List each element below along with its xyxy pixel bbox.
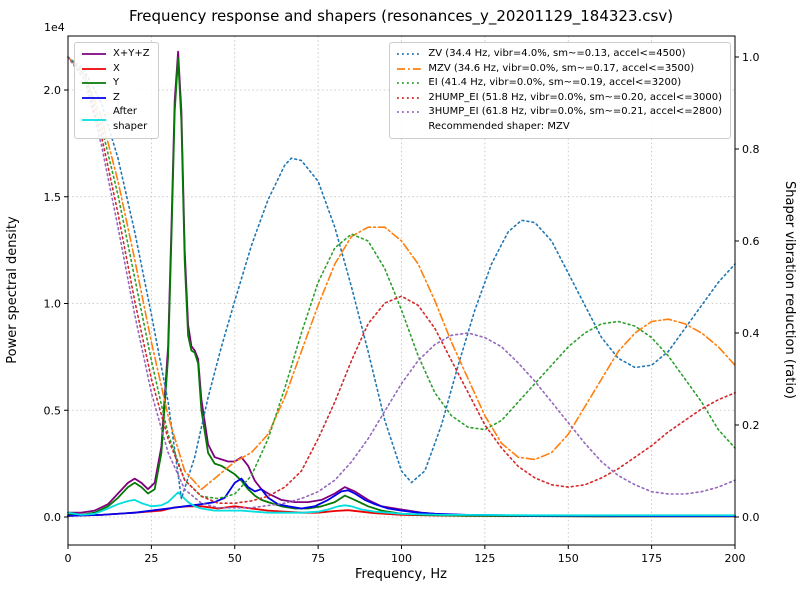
- x-tick-label: 125: [474, 552, 495, 565]
- shaper-legend: ZV (34.4 Hz, vibr=4.0%, sm~=0.13, accel<…: [389, 42, 731, 139]
- y-right-tick-label: 0.0: [742, 511, 760, 524]
- curve-3hump-ei: [67, 56, 736, 509]
- solid-line-swatch: [81, 64, 107, 74]
- x-tick-label: 50: [228, 552, 242, 565]
- legend-line-sample: [82, 67, 106, 70]
- x-tick-label: 25: [144, 552, 158, 565]
- dotted-line-swatch: [396, 93, 422, 103]
- solid-line-swatch: [81, 78, 107, 88]
- legend-entry-zv: ZV (34.4 Hz, vibr=4.0%, sm~=0.13, accel<…: [396, 47, 722, 62]
- x-tick-label: 75: [311, 552, 325, 565]
- legend-label: Z: [113, 91, 120, 103]
- x-tick-label: 175: [641, 552, 662, 565]
- tick-labels: 0 25 50 75 100 125 150 175 200 0.0 0.5 1.0 1.5 2.0 0.0…: [44, 51, 760, 565]
- y-right-tick-label: 0.6: [742, 235, 760, 248]
- legend-label: ZV (34.4 Hz, vibr=4.0%, sm~=0.13, accel<…: [428, 48, 686, 59]
- legend-label: Y: [113, 77, 120, 88]
- legend-entry-y: Y: [81, 76, 150, 91]
- x-axis-label: Frequency, Hz: [355, 567, 447, 582]
- legend-line-sample: [82, 53, 106, 56]
- chart-title: Frequency response and shapers (resonanc…: [129, 7, 673, 26]
- y-left-tick-label: 1.5: [44, 191, 62, 204]
- legend-entry-xyz: X+Y+Z: [81, 47, 150, 62]
- legend-label: 3HUMP_EI (61.8 Hz, vibr=0.0%, sm~=0.21, …: [428, 106, 722, 117]
- y-right-tick-label: 0.8: [742, 143, 760, 156]
- curve-z: [67, 477, 736, 517]
- legend-label: EI (41.4 Hz, vibr=0.0%, sm~=0.19, accel<…: [428, 77, 682, 88]
- curve-after-shaper: [67, 491, 736, 517]
- legend-entry-x: X: [81, 62, 150, 77]
- legend-line-sample: [397, 67, 422, 70]
- psd-legend: X+Y+Z X Y Z After shaper: [74, 42, 159, 139]
- legend-label: X+Y+Z: [113, 48, 150, 59]
- curves: [67, 50, 736, 518]
- legend-entry-z: Z: [81, 91, 150, 106]
- y-right-tick-label: 0.4: [742, 327, 760, 340]
- legend-line-sample: [397, 53, 422, 56]
- x-tick-label: 200: [725, 552, 746, 565]
- legend-entry-ei: EI (41.4 Hz, vibr=0.0%, sm~=0.19, accel<…: [396, 76, 722, 91]
- y-left-tick-label: 2.0: [44, 84, 62, 97]
- dotted-line-swatch: [396, 49, 422, 59]
- curve-mzv: [67, 56, 736, 491]
- legend-line-sample: [397, 111, 422, 114]
- y-axis-right-label: Shaper vibration reduction (ratio): [782, 181, 797, 399]
- legend-entry-2hump-ei: 2HUMP_EI (51.8 Hz, vibr=0.0%, sm~=0.20, …: [396, 91, 722, 106]
- dotted-line-swatch: [396, 107, 422, 117]
- y-left-tick-label: 1.0: [44, 298, 62, 311]
- y-axis-offset-text: 1e4: [44, 21, 65, 34]
- legend-label: Recommended shaper: MZV: [428, 120, 570, 132]
- y-right-tick-label: 1.0: [742, 51, 760, 64]
- solid-line-swatch: [81, 93, 107, 103]
- y-right-tick-label: 0.2: [742, 419, 760, 432]
- legend-line-sample: [397, 96, 422, 99]
- y-axis-left-label: Power spectral density: [5, 216, 20, 364]
- legend-line-sample: [397, 82, 422, 85]
- solid-line-swatch: [81, 115, 107, 125]
- solid-line-swatch: [81, 49, 107, 59]
- legend-label: X: [113, 62, 120, 74]
- legend-line-sample: [82, 118, 106, 121]
- legend-label: MZV (34.6 Hz, vibr=0.0%, sm~=0.17, accel…: [428, 62, 695, 74]
- x-tick-label: 100: [391, 552, 412, 565]
- curve-y: [67, 57, 736, 518]
- legend-entry-mzv: MZV (34.6 Hz, vibr=0.0%, sm~=0.17, accel…: [396, 62, 722, 77]
- legend-entry-recommendation: Recommended shaper: MZV: [396, 120, 722, 135]
- legend-line-sample: [82, 82, 106, 85]
- x-tick-label: 150: [558, 552, 579, 565]
- legend-label: After shaper: [113, 106, 148, 132]
- curve-zv: [67, 56, 736, 500]
- legend-line-sample: [82, 96, 106, 99]
- dashdot-line-swatch: [396, 64, 422, 74]
- legend-entry-3hump-ei: 3HUMP_EI (61.8 Hz, vibr=0.0%, sm~=0.21, …: [396, 105, 722, 120]
- y-left-tick-label: 0.5: [44, 404, 62, 417]
- legend-entry-after-shaper: After shaper: [81, 105, 150, 134]
- x-tick-label: 0: [65, 552, 72, 565]
- curve-2hump-ei: [67, 56, 736, 504]
- legend-label: 2HUMP_EI (51.8 Hz, vibr=0.0%, sm~=0.20, …: [428, 91, 722, 103]
- dotted-line-swatch: [396, 78, 422, 88]
- y-left-tick-label: 0.0: [44, 511, 62, 524]
